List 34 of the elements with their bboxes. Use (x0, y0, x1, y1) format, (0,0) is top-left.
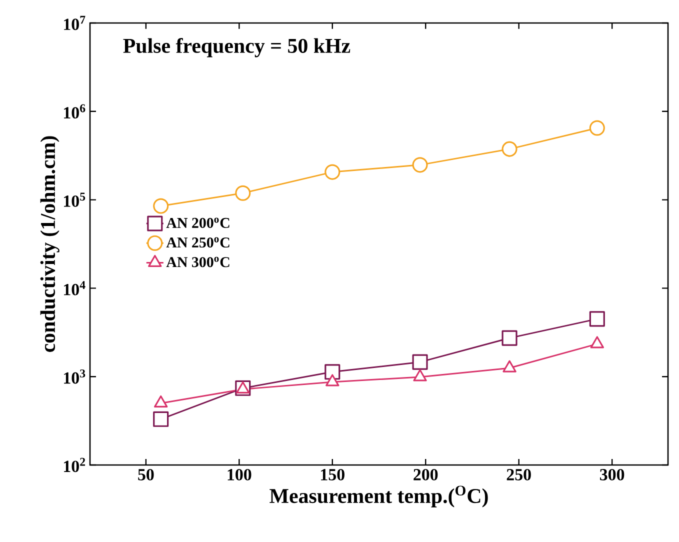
point (412, 157, 428, 173)
point (589, 120, 605, 136)
y-axis-title: conductivity (1/ohm.cm) (40, 136, 60, 352)
point (324, 164, 340, 180)
y-tick-label: 10$^{4}$ (64, 281, 86, 296)
point (324, 364, 340, 380)
x-tick-label: 250 (506, 468, 531, 480)
point (235, 185, 251, 201)
point (502, 330, 518, 346)
point (412, 354, 428, 370)
x-axis-title: Measurement temp.($^{O}$C) (270, 486, 488, 508)
x-tick-label: 200 (414, 468, 438, 480)
x-tick-label: 50 (138, 468, 154, 480)
point (326, 374, 340, 386)
point (153, 198, 169, 214)
y-tick-label: 10$^{2}$ (64, 458, 86, 472)
legend-label: AN 250$^{o}$C (166, 237, 230, 248)
point (502, 360, 516, 372)
x-tick-label: 300 (600, 468, 624, 480)
legend-label: AN 200$^{o}$C (166, 218, 230, 228)
x-tick-label: 150 (321, 468, 344, 480)
annotation: Pulse frequency = 50 kHz (123, 38, 350, 58)
y-tick-label: 10$^{6}$ (64, 104, 86, 119)
point (154, 395, 168, 408)
point (502, 141, 518, 157)
point (590, 336, 604, 348)
point (413, 369, 427, 382)
x-tick-label: 100 (228, 468, 252, 480)
y-tick-label: 10$^{3}$ (64, 369, 86, 384)
y-tick-label: 10$^{5}$ (64, 192, 86, 207)
legend-label: AN 300$^{o}$C (166, 256, 230, 268)
point (589, 311, 605, 327)
y-tick-label: 10$^{7}$ (64, 16, 86, 30)
point (153, 411, 169, 427)
